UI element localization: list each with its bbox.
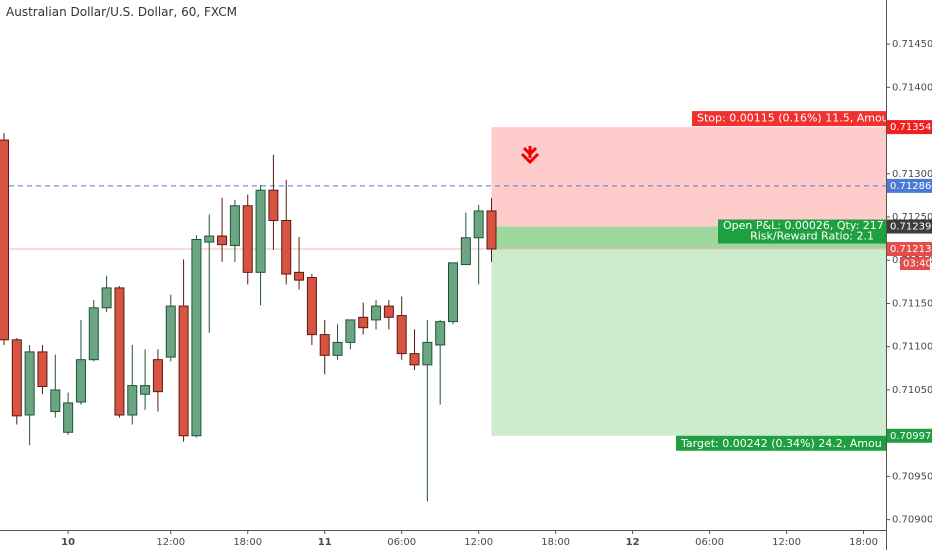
candle-body [88,307,99,361]
candle-body [255,189,266,273]
candle-body [242,205,253,273]
candle-body [229,205,240,247]
hline-price-label: 0.71286 [890,181,931,192]
target-zone [491,226,886,436]
pnl-text-box [718,219,886,244]
candle-body [306,277,317,336]
chart-title: Australian Dollar/U.S. Dollar, 60, FXCM [6,5,237,19]
pnl-text: Open P&L: 0.00026, Qty: 217 [723,219,884,232]
target-price-label-box [887,428,932,443]
candle-body [127,385,138,416]
candle-body [50,389,61,413]
y-tick-label: 0.71250 [892,212,932,223]
hline-price-label-box [887,178,932,193]
candle-body [332,341,343,356]
x-tick-label: 06:00 [695,537,724,548]
candle-body [165,305,176,358]
time-axis-bg [0,530,886,550]
y-tick-label: 0.71100 [892,342,932,353]
stop-text-box [692,111,886,127]
y-tick-label: 0.70950 [892,471,932,482]
x-tick-label: 18:00 [541,537,570,548]
countdown-box [900,257,930,271]
rr-text: Risk/Reward Ratio: 2.1 [750,230,874,243]
short-arrow [520,146,540,165]
y-tick-label: 0.71450 [892,39,932,50]
candle-body [371,305,382,321]
candle-body [281,219,292,275]
candle-body [486,210,497,250]
y-tick-label: 0.71050 [892,385,932,396]
y-tick-label: 0.71400 [892,82,932,93]
candle-body [268,189,279,221]
candle-body [383,305,394,318]
candle-body [217,235,228,246]
x-tick-label: 18:00 [849,537,878,548]
candle-body [24,351,35,416]
x-tick-label: 12:00 [156,537,185,548]
candle-body [191,238,202,437]
candle-body [178,305,189,437]
candle-body [345,319,356,343]
candle-body [396,315,407,355]
entry-price-label: 0.71239 [890,222,931,233]
x-tick-label: 18:00 [233,537,262,548]
plot-area: Stop: 0.00115 (0.16%) 11.5, Amou Open P&L… [0,5,889,502]
target-text-box [676,435,886,451]
x-tick-label: 12:00 [772,537,801,548]
stop-price-label-box [887,120,932,135]
y-tick-label: 0.70900 [892,515,932,526]
candle-body [422,341,433,366]
candle-body [0,139,9,341]
x-tick-label: 10 [61,537,75,548]
countdown: 03:40 [903,259,932,270]
y-tick-label: 0.71300 [892,169,932,180]
stop-price-label: 0.71354 [890,122,931,133]
stop-text: Stop: 0.00115 (0.16%) 11.5, Amou [697,112,889,125]
candle-body [435,321,446,346]
x-tick-label: 06:00 [387,537,416,548]
candle-body [448,262,459,323]
price-axis-bg [886,0,932,550]
x-tick-label: 12 [626,537,640,548]
candle-body [319,334,330,356]
x-tick-label: 12:00 [464,537,493,548]
y-tick-label: 0.71150 [892,298,932,309]
target-price-label: 0.70997 [890,431,931,442]
candle-body [101,287,112,309]
x-tick-label: 11 [318,537,332,548]
last-price-label-box [887,242,932,257]
candle-body [152,359,163,393]
candle-body [204,235,215,243]
target-text: Target: 0.00242 (0.34%) 24.2, Amou [680,437,882,450]
candle-body [140,385,151,395]
candle-body [358,316,369,329]
candle-body [63,402,74,433]
last-price-label: 0.71213 [890,244,931,255]
candle-body [114,287,125,416]
candle-body [37,351,48,387]
candle-body [294,271,305,281]
entry-price-label-box [887,219,932,234]
candle-body [75,359,86,403]
candle-body [460,237,471,266]
candle-body [11,339,22,417]
stop-zone [491,127,886,227]
candle-body [473,210,484,239]
candle-body [409,353,420,366]
